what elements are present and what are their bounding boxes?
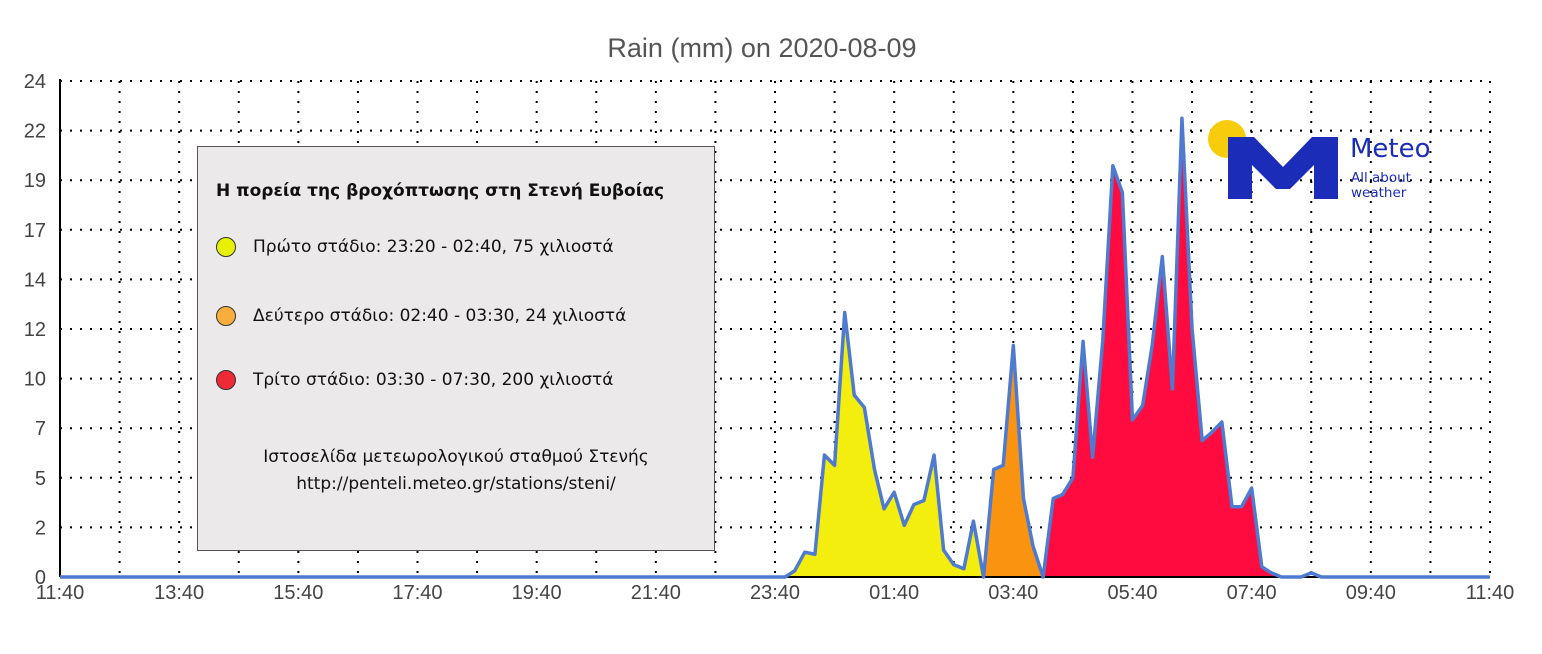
meteo-m-icon <box>1228 137 1338 199</box>
y-tick-label: 24 <box>24 71 46 93</box>
x-tick-label: 13:40 <box>154 582 204 604</box>
legend-footer: Ιστοσελίδα μετεωρολογικού σταθμού Στενής… <box>198 444 714 498</box>
y-tick-label: 17 <box>24 220 46 242</box>
x-tick-label: 09:40 <box>1346 582 1396 604</box>
x-tick-label: 19:40 <box>512 582 562 604</box>
legend-item-label: Δεύτερο στάδιο: 02:40 - 03:30, 24 χιλιοσ… <box>253 306 627 326</box>
x-tick-label: 05:40 <box>1107 582 1157 604</box>
station-website-label: Ιστοσελίδα μετεωρολογικού σταθμού Στενής <box>263 447 649 467</box>
y-tick-label: 19 <box>24 170 46 192</box>
rain-series-line <box>60 116 1490 579</box>
red-dot-icon <box>216 370 236 390</box>
x-tick-label: 01:40 <box>869 582 919 604</box>
x-tick-label: 03:40 <box>988 582 1038 604</box>
x-tick-label: 23:40 <box>750 582 800 604</box>
rain-areas <box>60 118 1282 577</box>
rain-area-third-stage <box>1043 118 1282 577</box>
meteo-logo: Meteo All about weather <box>1208 120 1448 210</box>
legend-item-third-stage: Τρίτο στάδιο: 03:30 - 07:30, 200 χιλιοστ… <box>216 368 613 392</box>
y-tick-label: 14 <box>24 269 46 291</box>
x-tick-label: 21:40 <box>631 582 681 604</box>
legend-item-label: Τρίτο στάδιο: 03:30 - 07:30, 200 χιλιοστ… <box>253 370 614 390</box>
y-tick-label: 2 <box>35 517 46 539</box>
x-tick-label: 11:40 <box>1466 582 1515 604</box>
chart-title: Rain (mm) on 2020-08-09 <box>607 33 916 63</box>
legend-item-label: Πρώτο στάδιο: 23:20 - 02:40, 75 χιλιοστά <box>253 237 614 257</box>
yellow-dot-icon <box>216 237 236 257</box>
rain-area-second-stage <box>983 345 1044 577</box>
y-tick-label: 7 <box>35 418 46 440</box>
legend-box: Η πορεία της βροχόπτωσης στη Στενή Ευβοί… <box>197 146 715 551</box>
y-axis-tick-labels: 0 2 5 7 10 12 14 17 19 22 24 <box>24 71 46 589</box>
legend-title: Η πορεία της βροχόπτωσης στη Στενή Ευβοί… <box>216 181 665 201</box>
legend-item-second-stage: Δεύτερο στάδιο: 02:40 - 03:30, 24 χιλιοσ… <box>216 304 626 328</box>
y-tick-label: 5 <box>35 468 46 490</box>
y-tick-label: 12 <box>24 319 46 341</box>
x-tick-label: 07:40 <box>1227 582 1277 604</box>
station-url-link[interactable]: http://penteli.meteo.gr/stations/steni/ <box>296 474 616 494</box>
x-axis-tick-labels: 11:40 13:40 15:40 17:40 19:40 21:40 23:40 01:40… <box>36 582 1515 604</box>
y-tick-label: 10 <box>24 369 46 391</box>
legend-item-first-stage: Πρώτο στάδιο: 23:20 - 02:40, 75 χιλιοστά <box>216 235 614 259</box>
logo-tagline: All about weather <box>1351 170 1411 201</box>
x-tick-label: 11:40 <box>36 582 85 604</box>
x-tick-label: 15:40 <box>273 582 323 604</box>
x-tick-label: 17:40 <box>392 582 442 604</box>
orange-dot-icon <box>216 306 236 326</box>
logo-name: Meteo <box>1350 134 1431 164</box>
rain-area-first-stage <box>60 312 984 577</box>
y-tick-label: 0 <box>35 567 46 589</box>
y-tick-label: 22 <box>24 121 46 143</box>
